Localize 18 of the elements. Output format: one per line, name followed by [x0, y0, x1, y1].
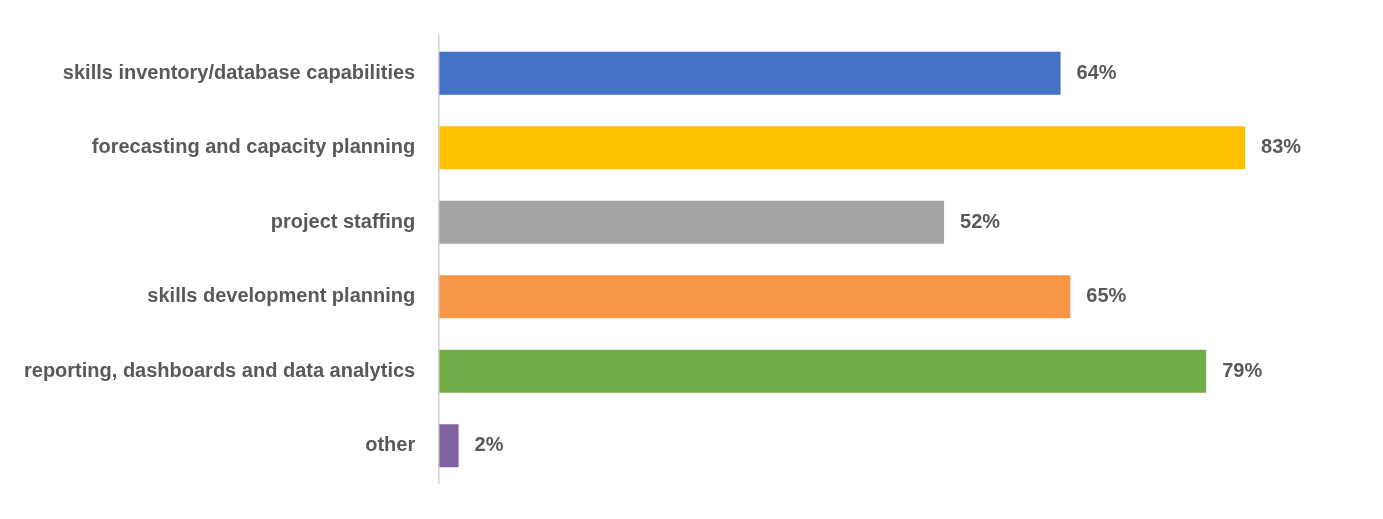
data-label: 64% — [1076, 60, 1117, 83]
data-label: 52% — [960, 209, 1001, 232]
y-tick-label: forecasting and capacity planning — [91, 135, 416, 158]
y-tick-label: project staffing — [270, 209, 416, 232]
y-tick-label: other — [365, 433, 416, 456]
data-label: 2% — [474, 433, 504, 456]
y-tick-label: reporting, dashboards and data analytics — [24, 358, 416, 381]
data-label: 83% — [1261, 135, 1302, 158]
data-label: 65% — [1086, 284, 1127, 307]
bar — [439, 424, 459, 468]
data-label: 79% — [1222, 358, 1263, 381]
bar — [439, 275, 1071, 319]
y-tick-label: skills inventory/database capabilities — [62, 60, 416, 83]
bar — [439, 126, 1246, 170]
bar — [439, 51, 1061, 95]
y-tick-label: skills development planning — [147, 284, 416, 307]
bar — [439, 200, 945, 244]
bar — [439, 349, 1207, 393]
